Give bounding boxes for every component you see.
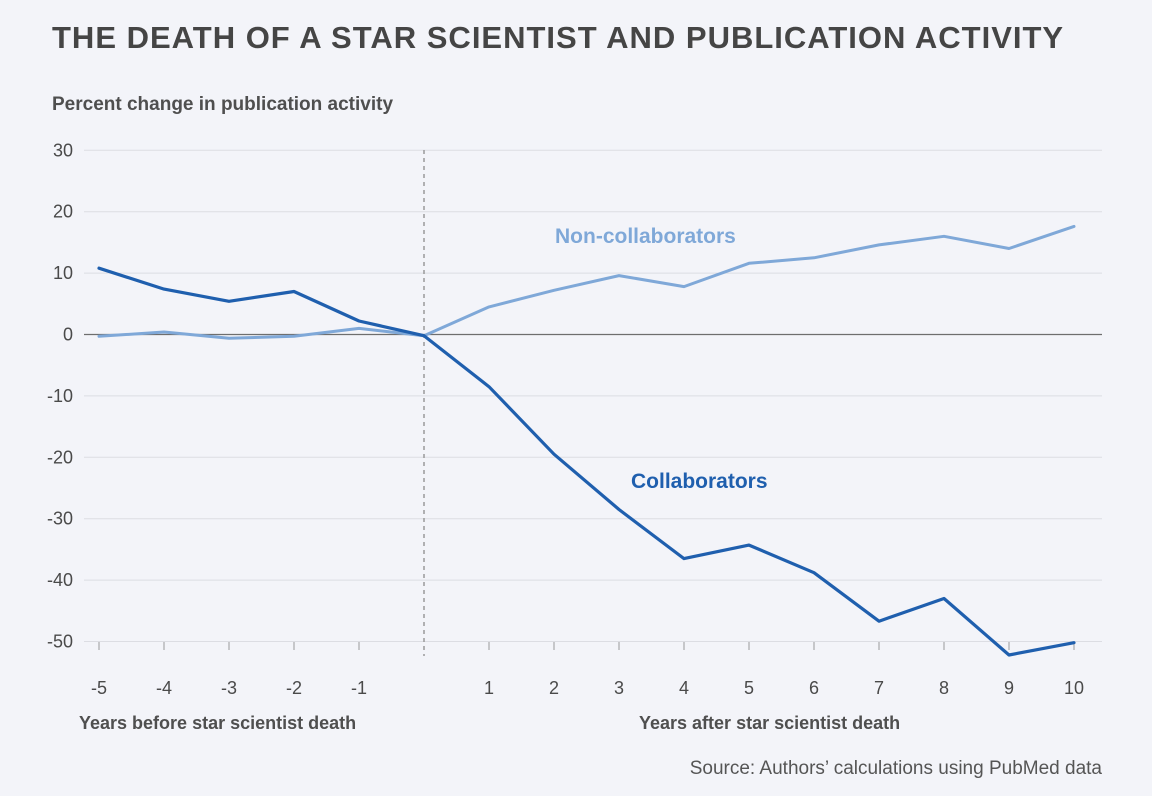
y-tick-label: 0	[63, 325, 73, 345]
series-lines	[97, 224, 1076, 657]
series-line-non-collaborators	[97, 224, 1076, 340]
x-tick-labels: -5 -4 -3 -2 -1 1 2 3 4 5 6 7 8 9 10	[91, 642, 1084, 698]
x-tick-label: 8	[939, 678, 949, 698]
y-tick-label: -10	[47, 386, 73, 406]
y-axis-label: Percent change in publication activity	[52, 94, 394, 115]
x-label-after: Years after star scientist death	[639, 713, 900, 733]
series-label-non-collaborators: Non-collaborators	[555, 225, 736, 248]
x-tick-label: 3	[614, 678, 624, 698]
y-tick-label: -50	[47, 632, 73, 652]
x-tick-label: 2	[549, 678, 559, 698]
x-tick-label: -3	[221, 678, 237, 698]
x-label-before: Years before star scientist death	[79, 713, 356, 733]
x-tick-label: -5	[91, 678, 107, 698]
source-note: Source: Authors’ calculations using PubM…	[689, 758, 1102, 779]
y-tick-label: -30	[47, 509, 73, 529]
x-tick-label: 7	[874, 678, 884, 698]
x-tick-label: 1	[484, 678, 494, 698]
series-label-collaborators: Collaborators	[631, 470, 768, 493]
y-tick-labels: 30 20 10 0 -10 -20 -30 -40 -50	[47, 140, 73, 651]
y-tick-label: 20	[53, 202, 73, 222]
x-tick-label: -2	[286, 678, 302, 698]
x-tick-label: 9	[1004, 678, 1014, 698]
y-tick-label: -40	[47, 570, 73, 590]
y-tick-label: 10	[53, 263, 73, 283]
y-tick-label: 30	[53, 140, 73, 160]
x-tick-label: 4	[679, 678, 689, 698]
x-tick-label: 10	[1064, 678, 1084, 698]
x-tick-label: 6	[809, 678, 819, 698]
x-tick-label: 5	[744, 678, 754, 698]
y-tick-label: -20	[47, 447, 73, 467]
x-tick-label: -4	[156, 678, 172, 698]
series-line-collaborators	[97, 266, 1076, 657]
gridlines	[84, 149, 1102, 642]
chart-title: THE DEATH OF A STAR SCIENTIST AND PUBLIC…	[52, 20, 1065, 55]
x-tick-label: -1	[351, 678, 367, 698]
